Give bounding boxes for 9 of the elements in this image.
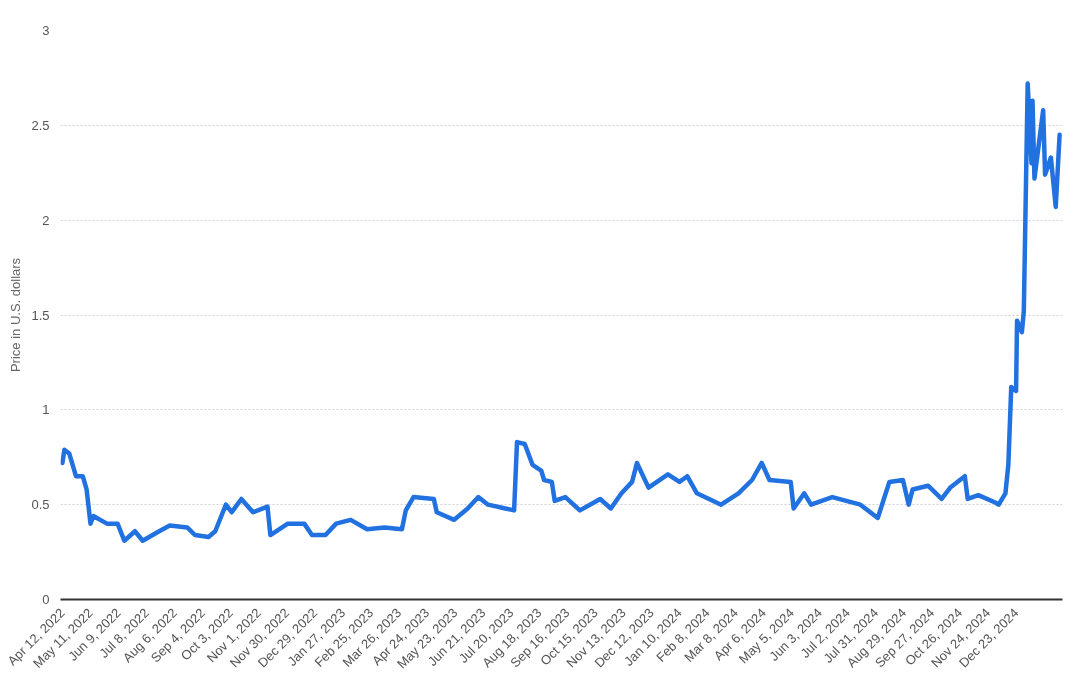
y-tick-label: 0.5 [31, 497, 50, 513]
line-series [60, 81, 1062, 543]
y-tick-label: 1.5 [31, 307, 50, 323]
y-tick-label: 3 [42, 23, 50, 38]
y-tick-label: 2.5 [31, 117, 50, 133]
y-tick-label: 2 [42, 212, 50, 228]
y-tick-label: 1 [42, 402, 50, 418]
y-axis-title: Price in U.S. dollars [8, 257, 24, 373]
y-tick-label: 0 [42, 592, 50, 607]
